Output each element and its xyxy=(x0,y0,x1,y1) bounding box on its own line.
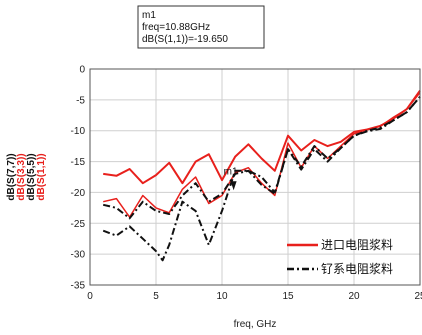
y-axis-label-s11: dB(S(1,1)) xyxy=(36,153,47,200)
x-axis-title: freq, GHz xyxy=(234,319,277,330)
x-tick-label: 5 xyxy=(153,291,159,302)
legend-label-imported: 进口电阻浆料 xyxy=(321,237,393,252)
marker-m1-label: m1 xyxy=(224,166,238,177)
y-tick-label: -20 xyxy=(71,188,86,199)
x-tick-labels: 0 5 10 15 20 25 xyxy=(87,291,422,302)
marker-readout: m1 freq=10.88GHz dB(S(1,1))=-19.650 xyxy=(137,5,265,49)
x-tick-label: 10 xyxy=(216,291,228,302)
y-axis-label-s77: dB(S(7,7)) xyxy=(6,153,17,200)
marker-readout-box xyxy=(137,5,265,49)
x-tick-label: 20 xyxy=(348,291,360,302)
y-tick-labels: 0 -5 -10 -15 -20 -25 -30 -35 xyxy=(71,65,86,292)
y-tick-label: -5 xyxy=(76,95,85,106)
plot-frame xyxy=(89,68,421,286)
y-tick-label: -15 xyxy=(71,157,86,168)
x-tick-label: 25 xyxy=(414,291,422,302)
marker-readout-value: dB(S(1,1))=-19.650 xyxy=(142,34,228,45)
y-tick-label: -25 xyxy=(71,219,86,230)
marker-readout-name: m1 xyxy=(142,10,156,21)
series-line-2 xyxy=(102,96,421,220)
marker-readout-freq: freq=10.88GHz xyxy=(142,22,210,33)
y-tick-label: -35 xyxy=(71,281,86,292)
series-line-1 xyxy=(103,92,421,218)
legend-label-ruthenium: 钌系电阻浆料 xyxy=(321,261,393,276)
y-tick-label: 0 xyxy=(79,65,85,76)
series-line-3 xyxy=(102,96,421,262)
marker-m1-arrow xyxy=(230,181,237,191)
y-tick-label: -30 xyxy=(71,250,86,261)
x-tick-label: 15 xyxy=(282,291,294,302)
y-axis-label-s55: dB(S(5,5)) xyxy=(26,153,37,200)
series-layer xyxy=(102,90,421,262)
legend: 进口电阻浆料 钌系电阻浆料 xyxy=(287,237,393,276)
y-tick-label: -10 xyxy=(71,126,86,137)
y-axis-label-s33: dB(S(3,3)) xyxy=(16,153,27,200)
marker-m1: m1 xyxy=(224,166,238,191)
x-tick-label: 0 xyxy=(87,291,93,302)
y-axis-labels: dB(S(7,7)) dB(S(3,3)) dB(S(5,5)) dB(S(1,… xyxy=(6,153,47,200)
